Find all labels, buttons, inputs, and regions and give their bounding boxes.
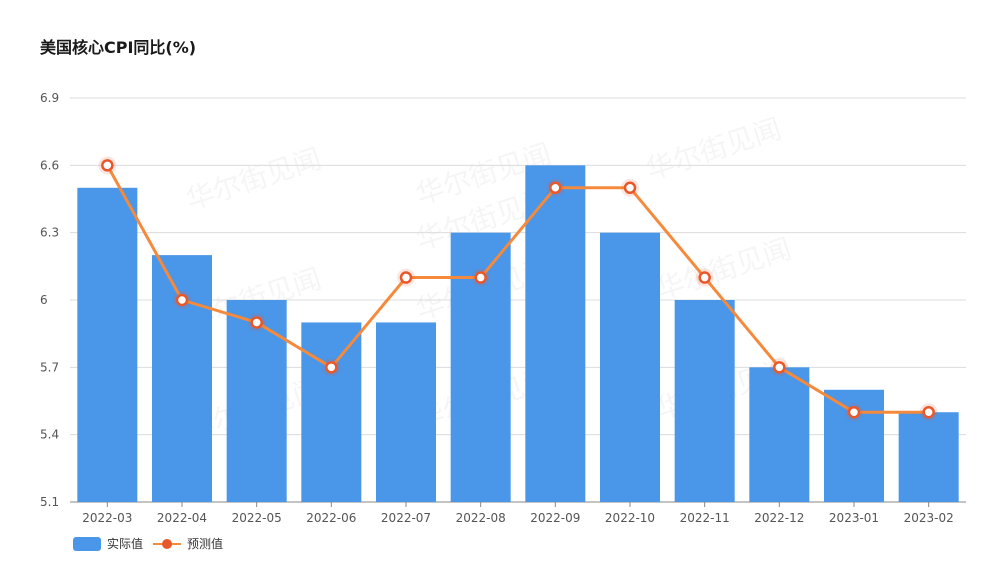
line-series xyxy=(98,156,938,422)
legend-label-actual: 实际值 xyxy=(107,537,144,551)
y-tick-label: 5.4 xyxy=(40,428,59,442)
y-tick-label: 5.7 xyxy=(40,360,59,374)
forecast-point xyxy=(474,271,487,284)
legend: 实际值 预测值 xyxy=(73,535,233,552)
y-tick-label: 6 xyxy=(40,293,48,307)
x-tick-label: 2022-07 xyxy=(381,511,431,525)
forecast-line xyxy=(106,164,929,414)
watermark-text: 华尔街见闻 xyxy=(182,142,325,217)
chart-title: 美国核心CPI同比(%) xyxy=(40,38,197,57)
forecast-point xyxy=(250,316,263,329)
grid-lines xyxy=(70,97,966,503)
x-tick-label: 2022-06 xyxy=(306,511,356,525)
forecast-point xyxy=(623,181,637,195)
x-tick-label: 2022-11 xyxy=(680,511,730,525)
bar xyxy=(600,232,660,502)
bar xyxy=(525,165,586,503)
bar xyxy=(674,300,735,502)
x-tick-label: 2022-08 xyxy=(456,511,506,525)
x-tick-label: 2022-12 xyxy=(754,511,804,525)
legend-bar-swatch xyxy=(73,536,101,551)
forecast-point xyxy=(922,405,935,419)
forecast-point xyxy=(399,271,413,284)
forecast-point xyxy=(325,361,338,374)
watermark-text: 华尔街见闻 xyxy=(642,112,785,187)
y-tick-label: 6.9 xyxy=(40,91,59,105)
legend-item-forecast[interactable]: 预测值 xyxy=(153,535,223,552)
watermark-text: 华尔街见闻 xyxy=(652,232,795,307)
bar xyxy=(301,322,362,502)
forecast-point xyxy=(549,181,562,195)
y-tick-label: 6.6 xyxy=(40,158,59,172)
x-tick-label: 2022-09 xyxy=(530,511,580,525)
x-tick-label: 2022-04 xyxy=(157,511,207,525)
x-tick-label: 2022-05 xyxy=(232,511,282,525)
legend-item-actual[interactable]: 实际值 xyxy=(73,535,143,552)
bar xyxy=(376,322,436,502)
bar xyxy=(749,367,810,502)
legend-line-swatch xyxy=(153,537,182,551)
x-tick-label: 2022-03 xyxy=(82,511,132,525)
forecast-point xyxy=(773,361,786,374)
y-tick-label: 5.1 xyxy=(40,495,59,509)
x-tick-label: 2023-01 xyxy=(829,511,879,525)
forecast-point xyxy=(175,293,189,307)
x-tick-label: 2023-02 xyxy=(904,511,954,525)
forecast-point xyxy=(847,405,861,419)
bar xyxy=(77,187,138,502)
forecast-point xyxy=(101,159,114,172)
legend-label-forecast: 预测值 xyxy=(187,537,224,551)
axes: 5.1 5.4 5.7 6 6.3 6.6 6.9 2022-03 2022-04 2022-05… xyxy=(40,91,954,525)
bar xyxy=(898,412,959,502)
y-tick-label: 6.3 xyxy=(40,226,59,240)
forecast-point xyxy=(698,271,711,284)
x-tick-label: 2022-10 xyxy=(605,511,655,525)
